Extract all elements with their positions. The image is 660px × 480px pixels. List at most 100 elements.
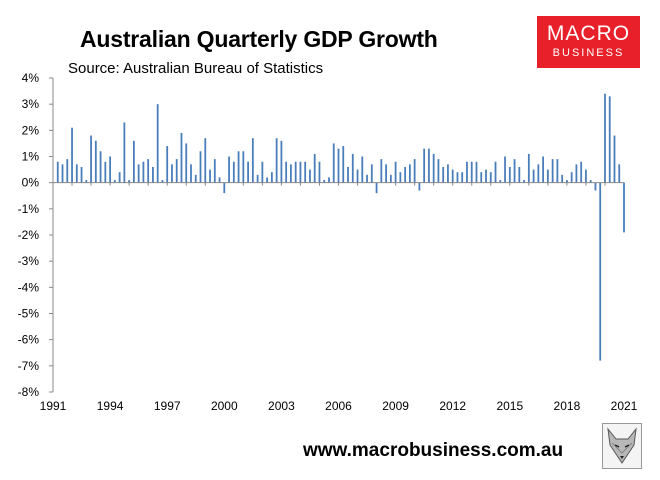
bar bbox=[128, 180, 131, 183]
bar bbox=[437, 159, 440, 183]
logo-line-2: BUSINESS bbox=[552, 47, 625, 59]
bar bbox=[104, 161, 107, 183]
bar bbox=[213, 159, 216, 183]
bar bbox=[375, 182, 378, 194]
bar bbox=[351, 153, 354, 183]
x-tick-label: 2018 bbox=[554, 399, 581, 413]
bar-series bbox=[56, 93, 625, 361]
bar bbox=[551, 159, 554, 183]
macrobusiness-logo[interactable]: MACRO BUSINESS bbox=[537, 16, 640, 68]
bar bbox=[209, 169, 211, 183]
bar bbox=[318, 161, 321, 183]
y-tick-label: -3% bbox=[18, 254, 40, 268]
fox-logo-icon bbox=[602, 423, 642, 469]
bar bbox=[180, 132, 183, 183]
bar bbox=[418, 182, 421, 191]
bar bbox=[228, 156, 230, 183]
bar bbox=[147, 159, 150, 183]
bar bbox=[589, 180, 592, 183]
bar bbox=[447, 164, 449, 183]
footer-url[interactable]: www.macrobusiness.com.au bbox=[303, 440, 564, 461]
x-tick-label: 1991 bbox=[40, 399, 67, 413]
bar bbox=[166, 146, 169, 183]
bar bbox=[152, 166, 154, 183]
bar bbox=[413, 159, 416, 183]
bar bbox=[604, 93, 606, 183]
bar bbox=[71, 127, 73, 183]
bar bbox=[266, 177, 269, 183]
bar bbox=[256, 174, 259, 183]
bar bbox=[542, 156, 545, 183]
bar bbox=[347, 166, 349, 183]
y-tick-label: -4% bbox=[18, 280, 40, 294]
bar bbox=[80, 166, 83, 183]
bar bbox=[432, 153, 435, 183]
chart-title: Australian Quarterly GDP Growth bbox=[80, 26, 438, 52]
bar bbox=[332, 143, 335, 183]
bar bbox=[623, 182, 625, 233]
bar bbox=[294, 161, 297, 183]
bar bbox=[199, 151, 202, 183]
bar bbox=[280, 140, 283, 183]
bar bbox=[594, 182, 597, 191]
bar bbox=[485, 169, 487, 183]
bar bbox=[132, 140, 135, 183]
bar bbox=[404, 166, 407, 183]
bar bbox=[137, 164, 140, 183]
bar bbox=[313, 153, 316, 183]
bar bbox=[204, 138, 207, 183]
bar bbox=[261, 161, 264, 183]
bar bbox=[508, 166, 511, 183]
bar bbox=[599, 182, 602, 361]
bar bbox=[118, 172, 121, 183]
bar bbox=[556, 159, 559, 183]
bar bbox=[304, 161, 307, 183]
y-tick-label: -8% bbox=[18, 385, 40, 399]
bar bbox=[185, 143, 188, 183]
bar bbox=[475, 161, 478, 183]
bar bbox=[113, 180, 116, 183]
y-tick-label: -7% bbox=[18, 359, 40, 373]
y-tick-label: 0% bbox=[22, 176, 40, 190]
bar bbox=[456, 172, 459, 183]
bar bbox=[608, 96, 611, 183]
bar bbox=[546, 169, 549, 183]
y-tick-label: -6% bbox=[18, 333, 40, 347]
bar bbox=[499, 180, 502, 183]
bar bbox=[218, 177, 221, 183]
x-tick-label: 2021 bbox=[611, 399, 638, 413]
bar bbox=[99, 151, 102, 183]
bar bbox=[532, 169, 535, 183]
bar bbox=[109, 156, 111, 183]
bar bbox=[194, 174, 197, 183]
bar bbox=[299, 161, 302, 183]
bar bbox=[61, 164, 64, 183]
x-tick-label: 2009 bbox=[382, 399, 409, 413]
bar bbox=[285, 161, 288, 183]
bar bbox=[275, 138, 278, 183]
y-tick-label: 3% bbox=[22, 97, 40, 111]
bar bbox=[408, 164, 411, 183]
y-axis: 4% 3% 2% 1% 0% -1% -2% -3% -4% -5% -6% -7% -8% bbox=[18, 71, 53, 399]
bar bbox=[523, 180, 525, 183]
logo-line-1: MACRO bbox=[546, 22, 631, 45]
bar bbox=[356, 169, 359, 183]
bar bbox=[366, 174, 368, 183]
bar bbox=[328, 177, 330, 183]
bar bbox=[585, 169, 587, 183]
bar bbox=[251, 138, 254, 183]
x-tick-label: 1997 bbox=[154, 399, 181, 413]
bar bbox=[309, 169, 311, 183]
y-tick-label: 1% bbox=[22, 150, 40, 164]
y-tick-label: -5% bbox=[18, 307, 40, 321]
bar bbox=[342, 146, 345, 183]
bar bbox=[470, 161, 473, 183]
bar bbox=[94, 140, 97, 183]
bar bbox=[480, 172, 483, 183]
x-tick-label: 2015 bbox=[496, 399, 523, 413]
bar bbox=[85, 180, 88, 183]
bar bbox=[290, 164, 292, 183]
bar bbox=[247, 161, 249, 183]
bar bbox=[161, 180, 164, 183]
